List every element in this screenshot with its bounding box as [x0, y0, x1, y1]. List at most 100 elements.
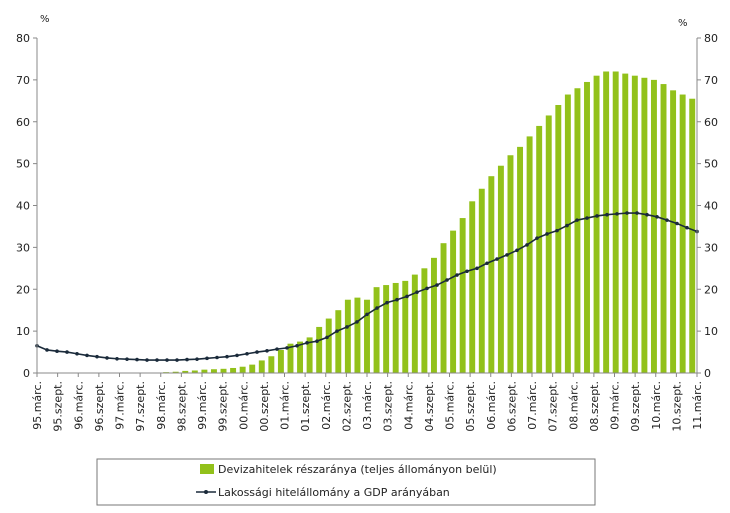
bar	[268, 356, 274, 373]
bar	[249, 365, 255, 373]
y-tick-label-left: 70	[16, 74, 30, 87]
line-point	[405, 295, 409, 299]
line-point	[625, 211, 629, 215]
bar	[345, 300, 351, 373]
y-tick-label-right: 30	[704, 241, 718, 254]
bar	[613, 72, 619, 374]
legend-swatch-bar	[200, 464, 214, 474]
y-tick-label-right: 60	[704, 116, 718, 129]
line-point	[465, 269, 469, 273]
line-point	[685, 226, 689, 230]
line-point	[45, 348, 49, 352]
line-point	[255, 350, 259, 354]
line-point	[455, 273, 459, 277]
x-tick-label: 10.szept.	[670, 381, 683, 432]
bar	[632, 76, 638, 373]
bar	[603, 72, 609, 374]
line-point	[385, 301, 389, 305]
line-point	[555, 229, 559, 233]
line-point	[275, 347, 279, 351]
x-tick-label: 95.szept.	[52, 381, 65, 432]
bar	[555, 105, 561, 373]
x-tick-label: 98.szept.	[175, 381, 188, 432]
line-point	[475, 267, 479, 271]
bar	[393, 283, 399, 373]
line-point	[145, 358, 149, 362]
line-point	[215, 356, 219, 360]
bar	[421, 268, 427, 373]
y-tick-label-left: 40	[16, 200, 30, 213]
line-point	[525, 243, 529, 247]
x-tick-label: 96.szept.	[93, 381, 106, 432]
line-point	[75, 352, 79, 356]
line-point	[95, 355, 99, 359]
bar	[278, 350, 284, 373]
bar	[364, 300, 370, 373]
y-tick-label-left: 60	[16, 116, 30, 129]
y-tick-label-right: 10	[704, 325, 718, 338]
line-point	[305, 341, 309, 345]
y-tick-label-right: 80	[704, 32, 718, 45]
bar	[641, 78, 647, 373]
line-point	[335, 329, 339, 333]
line-point	[415, 290, 419, 294]
x-tick-label: 08.szept.	[588, 381, 601, 432]
x-tick-label: 95.márc.	[31, 381, 44, 430]
x-tick-label: 96.márc.	[72, 381, 85, 430]
line-point	[285, 346, 289, 350]
line-point	[205, 357, 209, 361]
bar	[622, 74, 628, 373]
bar	[594, 76, 600, 373]
x-tick-label: 04.márc.	[402, 381, 415, 430]
y-tick-label-right: 20	[704, 283, 718, 296]
line-point	[655, 215, 659, 219]
x-tick-label: 04.szept.	[423, 381, 436, 432]
line-point	[435, 283, 439, 287]
bar	[460, 218, 466, 373]
bar	[479, 189, 485, 373]
line-point	[365, 313, 369, 317]
line-point	[125, 357, 129, 361]
x-tick-label: 98.márc.	[155, 381, 168, 430]
y-tick-label-left: 20	[16, 283, 30, 296]
line-point	[175, 358, 179, 362]
line-point	[55, 349, 59, 353]
x-tick-label: 10.márc.	[650, 381, 663, 430]
x-tick-label: 03.márc.	[361, 381, 374, 430]
y-tick-label-left: 10	[16, 325, 30, 338]
line-point	[535, 236, 539, 240]
legend-label-line: Lakossági hitelállomány a GDP arányában	[218, 486, 450, 499]
line-point	[505, 253, 509, 257]
y-tick-label-right: 50	[704, 158, 718, 171]
y-tick-label-left: 30	[16, 241, 30, 254]
line-point	[235, 354, 239, 358]
line-point	[345, 325, 349, 329]
line-point	[395, 298, 399, 302]
line-point	[605, 213, 609, 217]
line-point	[675, 222, 679, 226]
bar	[565, 95, 571, 373]
bar	[259, 360, 265, 373]
bar	[488, 176, 494, 373]
line-point	[155, 358, 159, 362]
bar	[546, 115, 552, 373]
bar	[383, 285, 389, 373]
line-point	[165, 358, 169, 362]
line-point	[645, 213, 649, 217]
x-tick-label: 00.márc.	[237, 381, 250, 430]
x-tick-label: 03.szept.	[382, 381, 395, 432]
x-tick-label: 00.szept.	[258, 381, 271, 432]
legend-swatch-marker	[204, 490, 208, 494]
line-point	[665, 218, 669, 222]
line-point	[375, 306, 379, 310]
y-tick-label-right: 0	[704, 367, 711, 380]
bar	[661, 84, 667, 373]
bar	[517, 147, 523, 373]
bar	[354, 298, 360, 373]
y-unit-right: %	[678, 18, 688, 29]
x-tick-label: 02.márc.	[320, 381, 333, 430]
line-point	[425, 287, 429, 291]
line-point	[115, 357, 119, 361]
x-tick-label: 09.szept.	[629, 381, 642, 432]
